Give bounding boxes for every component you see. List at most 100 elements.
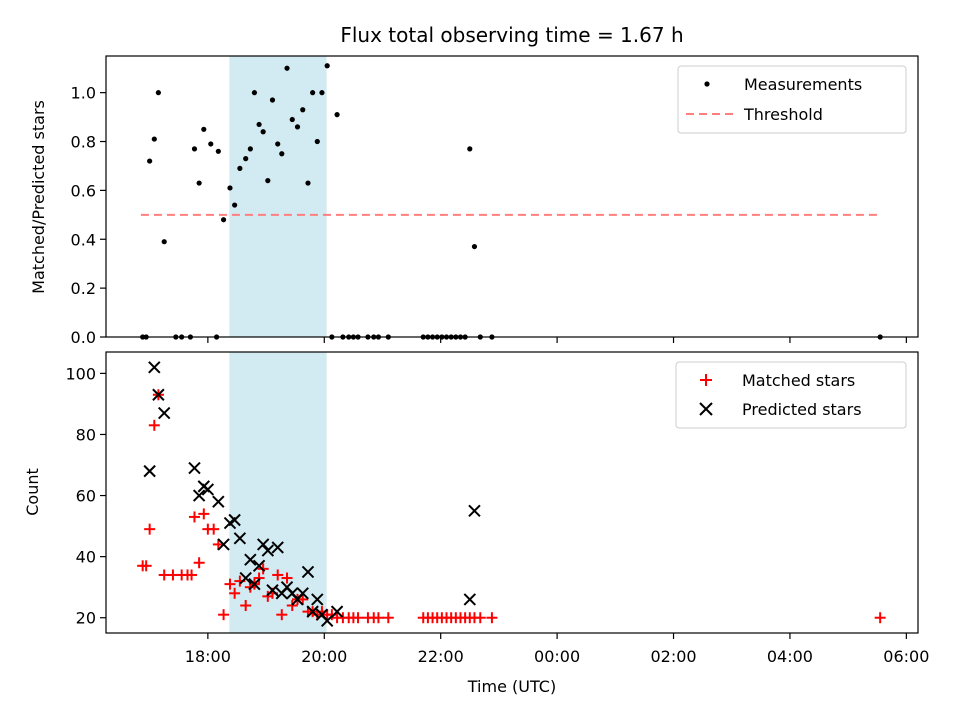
top-axes-frame (105, 55, 919, 338)
measurement-point (161, 239, 167, 245)
measurement-point (196, 180, 202, 186)
measurement-point (289, 116, 295, 123)
y-tick-label: 0.4 (71, 230, 96, 249)
measurement-point (334, 112, 340, 118)
measurement-point (215, 148, 221, 154)
matched-star-point (276, 609, 288, 621)
predicted-star-point (217, 538, 230, 551)
predicted-star-point (301, 565, 315, 579)
predicted-star-point (244, 553, 257, 566)
predicted-star-point (271, 541, 284, 554)
measurement-point (305, 180, 311, 186)
measurement-point (251, 90, 258, 96)
matched-star-point (240, 600, 252, 612)
bottom-panel: 20 40 60 80 100 18:00 20:00 22:00 00:00 02:00 04:… (23, 351, 929, 696)
x-tick-label: 06:00 (883, 647, 929, 666)
matched-star-point (286, 600, 298, 612)
legend-measurements-label: Measurements (744, 75, 862, 94)
predicted-star-point (248, 577, 261, 591)
matched-star-point (193, 557, 205, 569)
measurement-point (147, 158, 153, 164)
bottom-y-ticks: 20 40 60 80 100 (65, 364, 106, 628)
x-tick-label: 20:00 (301, 647, 347, 666)
measurement-point (300, 107, 306, 113)
predicted-star-point (152, 388, 165, 401)
matched-star-point (144, 523, 156, 535)
y-tick-label: 0.0 (71, 328, 96, 347)
measurement-point (324, 63, 330, 69)
top-legend: Measurements Threshold (677, 65, 907, 134)
measurement-point (310, 90, 316, 96)
measurement-point (284, 65, 290, 71)
bottom-axes-frame (105, 351, 919, 634)
y-tick-label: 0.8 (71, 133, 96, 152)
measurement-point (319, 90, 325, 96)
legend-threshold-label: Threshold (743, 105, 823, 124)
predicted-star-point (239, 571, 252, 585)
predicted-star-point (192, 489, 206, 502)
measurement-point (471, 243, 478, 250)
predicted-star-point (296, 587, 309, 600)
bottom-y-axis-label: Count (23, 468, 42, 516)
y-tick-label: 0.2 (71, 279, 96, 298)
matched-star-point (224, 578, 236, 590)
measurement-point (265, 178, 271, 184)
matched-star-point (382, 612, 394, 624)
matched-star-point (486, 612, 498, 624)
matched-star-point (874, 612, 886, 624)
matched-star-point (148, 419, 160, 431)
measurement-point (279, 151, 285, 157)
predicted-star-point (143, 464, 156, 478)
predicted-star-point (330, 605, 344, 618)
measurement-point (314, 138, 320, 145)
y-tick-label: 1.0 (71, 84, 96, 103)
matched-star-point (281, 572, 293, 584)
measurement-point (155, 90, 161, 96)
y-tick-label: 80 (76, 425, 96, 444)
matched-star-point (229, 587, 241, 599)
measurement-point (269, 97, 276, 103)
predicted-star-point (252, 559, 266, 573)
measurement-point (208, 141, 214, 147)
top-panel: 0.0 0.2 0.4 0.6 0.8 1.0 Matched/Predicted sta… (29, 55, 919, 347)
measurement-point (201, 126, 207, 132)
matched-star-point (297, 593, 309, 605)
top-y-axis-label: Matched/Predicted stars (29, 100, 48, 294)
matched-star-point (198, 508, 210, 520)
predicted-star-point (188, 461, 201, 475)
matched-star-point (140, 560, 152, 572)
legend-measurements-marker (704, 81, 710, 87)
predicted-star-point (201, 483, 215, 496)
matched-star-point (474, 612, 486, 624)
matched-star-point (272, 569, 284, 581)
legend-predicted-label: Predicted stars (742, 400, 862, 419)
x-tick-label: 04:00 (767, 647, 813, 666)
measurement-point (275, 141, 281, 147)
matched-star-point (218, 609, 230, 621)
bottom-points (137, 361, 886, 627)
matched-star-point (372, 612, 384, 624)
predicted-star-point (261, 544, 275, 557)
measurement-point (467, 146, 473, 152)
predicted-star-point (266, 584, 279, 597)
measurement-point (247, 146, 253, 152)
y-tick-label: 0.6 (71, 181, 96, 200)
bottom-x-ticks: 18:00 20:00 22:00 00:00 02:00 04:00 06:00 (185, 633, 929, 666)
measurement-point (227, 185, 233, 191)
predicted-star-point (468, 504, 481, 518)
bottom-shaded-band (229, 352, 327, 633)
matched-star-point (352, 612, 364, 624)
measurement-point (232, 202, 238, 208)
predicted-star-point (256, 538, 270, 551)
x-tick-label: 22:00 (418, 647, 464, 666)
matched-star-point (208, 523, 220, 535)
measurement-point (151, 136, 157, 142)
measurement-point (243, 156, 249, 162)
top-y-ticks: 0.0 0.2 0.4 0.6 0.8 1.0 (71, 84, 106, 347)
measurement-point (220, 217, 227, 223)
predicted-star-point (311, 593, 324, 606)
y-tick-label: 100 (65, 364, 96, 383)
measurement-point (260, 129, 266, 135)
top-shaded-band (229, 56, 327, 337)
matched-star-point (212, 538, 224, 550)
